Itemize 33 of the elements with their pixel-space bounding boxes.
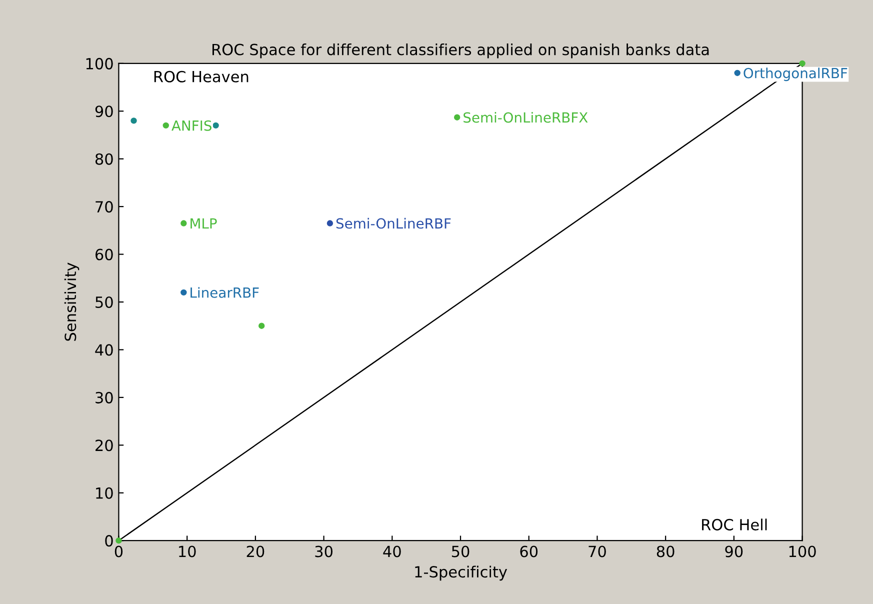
y-tick-label: 40 — [95, 344, 113, 356]
x-tick-label: 60 — [520, 546, 538, 558]
x-tick-label: 80 — [656, 546, 674, 558]
y-axis-title: Sensitivity — [64, 262, 80, 341]
y-tick-label: 90 — [95, 106, 113, 118]
x-axis-title: 1-Specificity — [415, 566, 508, 581]
data-label: ANFIS — [172, 120, 212, 131]
x-tick-label: 100 — [789, 546, 816, 558]
data-label: Semi-OnLineRBFX — [464, 112, 588, 123]
x-tick-label: 40 — [383, 546, 401, 558]
annotation: ROC Heaven — [154, 70, 248, 82]
y-tick-label: 70 — [96, 201, 113, 213]
x-tick-label: 30 — [315, 546, 332, 558]
y-tick-label: 10 — [96, 487, 113, 499]
y-tick-label: 30 — [96, 392, 113, 404]
chart-title: ROC Space for different classifiers applied on spanish banks data — [212, 43, 709, 58]
data-label: MLP — [190, 218, 217, 228]
x-tick-label: 70 — [588, 546, 606, 558]
x-tick-label: 20 — [246, 546, 264, 558]
data-label: LinearRBF — [190, 287, 259, 298]
y-tick-label: 60 — [95, 248, 113, 260]
y-tick-label: 100 — [86, 58, 113, 70]
y-tick-label: 50 — [96, 296, 113, 308]
x-tick-label: 90 — [725, 546, 743, 558]
x-tick-label: 0 — [114, 546, 123, 558]
annotation: ROC Hell — [702, 518, 767, 530]
y-tick-label: 20 — [96, 440, 113, 452]
x-tick-label: 10 — [179, 546, 196, 558]
y-tick-label: 0 — [105, 535, 113, 547]
y-tick-label: 80 — [95, 153, 113, 165]
data-label: Semi-OnLineRBF — [336, 218, 451, 229]
x-tick-label: 50 — [452, 546, 470, 558]
data-label: OrthogonalRBF — [744, 68, 848, 82]
